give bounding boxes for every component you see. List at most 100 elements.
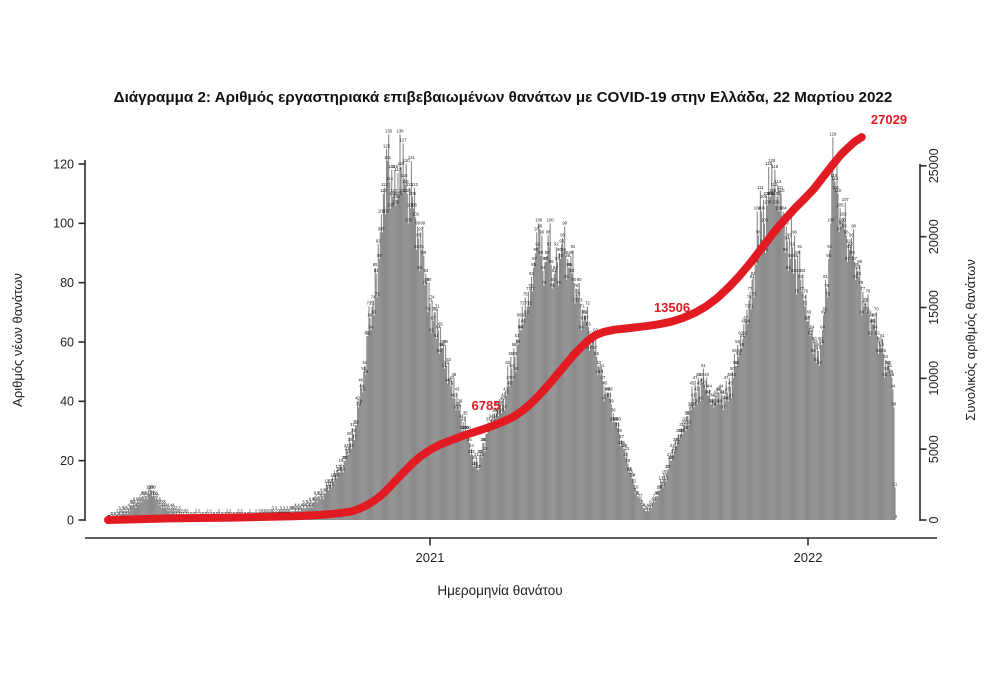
svg-text:76: 76 — [575, 289, 580, 294]
svg-text:2: 2 — [198, 508, 201, 513]
svg-text:1: 1 — [111, 511, 114, 516]
svg-text:34: 34 — [459, 413, 464, 418]
svg-text:72: 72 — [520, 301, 525, 306]
svg-text:4: 4 — [297, 502, 300, 507]
svg-text:70: 70 — [426, 307, 431, 312]
svg-text:91: 91 — [571, 244, 576, 249]
svg-text:43: 43 — [716, 387, 721, 392]
svg-text:6: 6 — [309, 496, 312, 501]
svg-text:100: 100 — [839, 218, 847, 223]
svg-text:44: 44 — [719, 384, 724, 389]
svg-text:85: 85 — [567, 262, 572, 267]
svg-text:61: 61 — [740, 333, 745, 338]
svg-text:87: 87 — [845, 256, 850, 261]
svg-text:100: 100 — [761, 218, 769, 223]
svg-text:69: 69 — [807, 310, 812, 315]
svg-text:56: 56 — [876, 348, 881, 353]
svg-text:39: 39 — [609, 399, 614, 404]
svg-text:11: 11 — [661, 482, 666, 487]
svg-text:111: 111 — [833, 185, 840, 190]
svg-text:5000: 5000 — [927, 435, 941, 463]
svg-text:3: 3 — [280, 505, 283, 510]
svg-text:72: 72 — [803, 301, 808, 306]
svg-text:13: 13 — [664, 476, 669, 481]
svg-text:61: 61 — [434, 333, 439, 338]
svg-text:42: 42 — [706, 390, 711, 395]
svg-text:8: 8 — [142, 490, 145, 495]
svg-text:55: 55 — [513, 351, 518, 356]
svg-text:88: 88 — [793, 253, 798, 258]
svg-text:40: 40 — [698, 396, 703, 401]
svg-text:10: 10 — [658, 485, 663, 490]
svg-text:1: 1 — [113, 511, 116, 516]
svg-text:2: 2 — [183, 508, 186, 513]
svg-text:45: 45 — [448, 381, 453, 386]
svg-text:24: 24 — [621, 443, 626, 448]
svg-text:67: 67 — [744, 315, 749, 320]
svg-text:64: 64 — [820, 324, 825, 329]
svg-text:57: 57 — [592, 345, 597, 350]
svg-text:100: 100 — [827, 218, 835, 223]
svg-text:92: 92 — [535, 241, 540, 246]
svg-text:10: 10 — [151, 485, 156, 490]
svg-text:76: 76 — [866, 289, 871, 294]
svg-text:83: 83 — [570, 268, 575, 273]
svg-text:39: 39 — [718, 399, 723, 404]
svg-text:9: 9 — [634, 488, 637, 493]
svg-text:31: 31 — [615, 422, 620, 427]
svg-text:37: 37 — [457, 404, 462, 409]
svg-text:11: 11 — [893, 482, 898, 487]
svg-text:22: 22 — [470, 449, 475, 454]
svg-text:87: 87 — [532, 256, 537, 261]
svg-text:45: 45 — [702, 381, 707, 386]
svg-text:40: 40 — [60, 395, 74, 409]
svg-text:86: 86 — [549, 259, 554, 264]
svg-text:9: 9 — [324, 488, 327, 493]
svg-text:1: 1 — [196, 511, 199, 516]
svg-text:88: 88 — [565, 253, 570, 258]
svg-text:1: 1 — [217, 511, 220, 516]
svg-text:1: 1 — [201, 511, 204, 516]
svg-text:82: 82 — [529, 271, 534, 276]
svg-text:88: 88 — [558, 253, 563, 258]
annotation-13506: 13506 — [654, 300, 690, 315]
svg-text:111: 111 — [777, 185, 784, 190]
svg-text:3: 3 — [275, 505, 278, 510]
svg-text:4: 4 — [135, 502, 138, 507]
svg-text:39: 39 — [715, 399, 720, 404]
svg-text:4: 4 — [642, 502, 645, 507]
svg-text:33: 33 — [612, 416, 617, 421]
svg-text:2: 2 — [176, 508, 179, 513]
svg-text:2: 2 — [209, 508, 212, 513]
svg-text:5: 5 — [162, 499, 165, 504]
svg-text:79: 79 — [423, 280, 428, 285]
svg-text:51: 51 — [701, 363, 706, 368]
svg-text:66: 66 — [871, 318, 876, 323]
svg-text:92: 92 — [554, 241, 559, 246]
svg-text:29: 29 — [351, 428, 356, 433]
svg-text:69: 69 — [867, 310, 872, 315]
svg-text:43: 43 — [503, 387, 508, 392]
svg-text:2: 2 — [226, 508, 229, 513]
svg-text:38: 38 — [495, 401, 500, 406]
svg-text:78: 78 — [528, 283, 533, 288]
svg-text:2: 2 — [195, 508, 198, 513]
svg-text:40: 40 — [602, 396, 607, 401]
svg-text:70: 70 — [874, 307, 879, 312]
svg-text:106: 106 — [772, 200, 780, 205]
svg-text:91: 91 — [827, 244, 832, 249]
svg-text:6: 6 — [138, 496, 141, 501]
svg-text:22: 22 — [346, 449, 351, 454]
svg-text:2: 2 — [267, 508, 270, 513]
svg-text:45: 45 — [603, 381, 608, 386]
svg-text:58: 58 — [439, 342, 444, 347]
svg-text:1: 1 — [210, 511, 213, 516]
svg-text:103: 103 — [382, 209, 390, 214]
svg-text:99: 99 — [420, 221, 425, 226]
svg-text:8: 8 — [656, 490, 659, 495]
svg-text:29: 29 — [680, 428, 685, 433]
svg-text:2: 2 — [229, 508, 232, 513]
svg-text:99: 99 — [415, 221, 420, 226]
svg-text:82: 82 — [856, 271, 861, 276]
svg-text:97: 97 — [378, 226, 383, 231]
